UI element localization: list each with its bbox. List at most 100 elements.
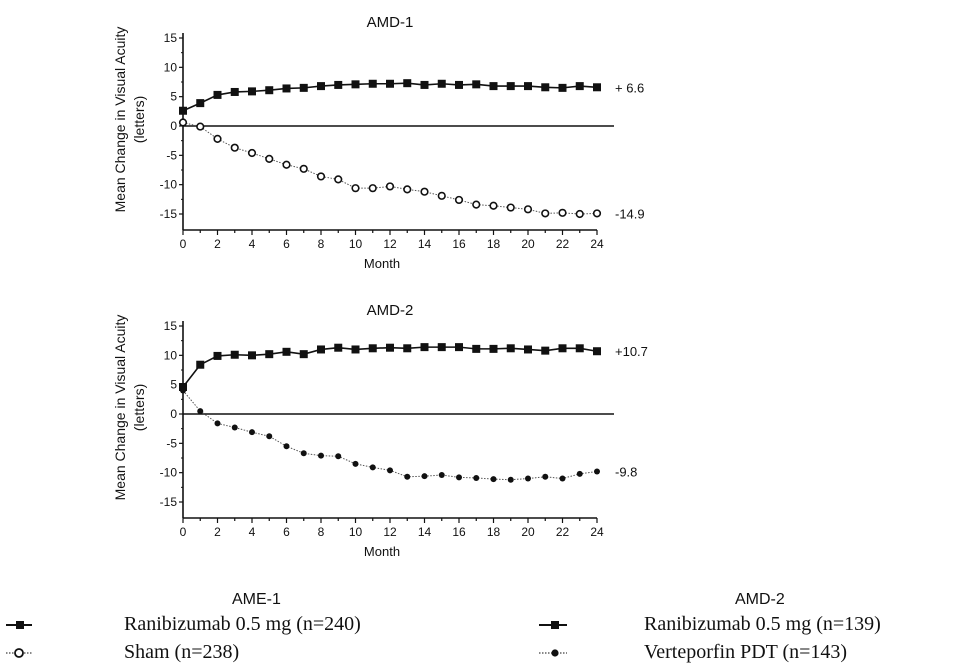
data-point-square (455, 80, 463, 89)
legend-label: Ranibizumab 0.5 mg (n=139) (644, 613, 881, 635)
legend-label: Ranibizumab 0.5 mg (n=240) (124, 613, 361, 635)
data-point-square (213, 90, 222, 99)
x-tick-label: 6 (283, 525, 290, 539)
data-point-filled-circle (300, 450, 307, 457)
legend-item-sham: Sham (n=238) (0, 640, 480, 666)
x-tick-label: 22 (556, 237, 570, 251)
series-line-2 (182, 390, 598, 481)
data-point-filled-circle (438, 472, 445, 479)
data-point-open-circle (420, 187, 429, 196)
data-point-open-circle (282, 160, 291, 169)
data-point-square (368, 79, 377, 88)
data-point-square (593, 83, 601, 92)
x-tick-label: 8 (318, 237, 325, 251)
x-tick-label: 12 (383, 237, 397, 251)
data-point-open-circle (196, 122, 205, 131)
data-point-square (575, 82, 584, 91)
x-tick-label: 14 (418, 237, 432, 251)
data-point-square (299, 83, 308, 92)
data-point-filled-circle (214, 420, 221, 427)
data-point-square (506, 344, 515, 353)
data-point-open-circle (592, 209, 602, 218)
y-axis-label-line2: (letters) (131, 384, 147, 431)
data-point-open-circle (230, 143, 239, 152)
x-tick-label: 20 (521, 237, 535, 251)
data-point-open-circle (299, 164, 308, 173)
data-point-filled-circle (490, 476, 497, 483)
chart-title: AMD-2 (367, 302, 414, 319)
data-point-square (386, 79, 394, 88)
y-tick-label: 10 (164, 60, 178, 74)
data-point-square (558, 83, 567, 92)
data-point-open-circle (247, 148, 257, 158)
data-point-square (334, 343, 343, 352)
data-point-open-circle (334, 175, 343, 184)
data-point-square (230, 87, 239, 96)
x-tick-label: 24 (590, 237, 604, 251)
data-point-open-circle (472, 200, 481, 209)
chart-title: AMD-1 (367, 14, 414, 31)
series-line-2 (182, 121, 598, 215)
data-point-open-circle (178, 118, 188, 127)
data-point-open-circle (454, 195, 464, 205)
data-point-square (437, 343, 446, 352)
x-tick-label: 4 (249, 237, 256, 251)
filled-square-marker-icon (539, 621, 567, 629)
data-point-square (179, 106, 187, 115)
data-point-square (317, 82, 325, 91)
x-axis-label: Month (364, 544, 400, 559)
data-point-square (403, 79, 412, 88)
data-point-open-circle (558, 208, 567, 217)
data-point-square (299, 350, 308, 359)
data-point-square (420, 80, 429, 89)
data-point-filled-circle (404, 473, 411, 480)
x-tick-label: 22 (556, 525, 570, 539)
x-tick-label: 0 (180, 237, 187, 251)
data-point-square (524, 345, 532, 354)
data-point-open-circle (541, 209, 550, 218)
data-point-filled-circle (283, 443, 290, 450)
data-point-filled-circle (525, 475, 531, 482)
x-tick-label: 14 (418, 525, 432, 539)
x-tick-label: 6 (283, 237, 290, 251)
data-point-square (230, 350, 239, 359)
y-tick-label: 0 (170, 407, 177, 421)
x-tick-label: 18 (487, 237, 501, 251)
data-point-open-circle (385, 182, 395, 191)
data-point-square (196, 99, 205, 108)
x-tick-label: 18 (487, 525, 501, 539)
data-point-square (541, 83, 550, 92)
data-point-open-circle (506, 203, 515, 212)
data-point-filled-circle (473, 474, 480, 481)
y-tick-label: 10 (164, 348, 178, 362)
legend-left-heading: AME-1 (232, 591, 281, 608)
data-point-square (455, 343, 463, 352)
data-point-open-circle (351, 184, 360, 193)
data-point-open-circle (523, 205, 533, 214)
data-point-square (506, 82, 515, 91)
y-axis-label: Mean Change in Visual Acuity (112, 315, 128, 501)
y-tick-label: -10 (160, 178, 178, 192)
data-point-square (196, 360, 205, 369)
x-tick-label: 20 (521, 525, 535, 539)
end-value-label: -14.9 (615, 206, 645, 221)
legend-item-ranibizumab-amd2: Ranibizumab 0.5 mg (n=139) (480, 612, 961, 638)
data-point-open-circle (316, 172, 326, 181)
legend-right-heading: AMD-2 (735, 591, 785, 608)
x-tick-label: 16 (452, 525, 466, 539)
data-point-square (524, 82, 532, 91)
y-tick-label: 5 (170, 90, 177, 104)
data-point-filled-circle (594, 468, 600, 475)
legend-item-ranibizumab-amd1: Ranibizumab 0.5 mg (n=240) (0, 612, 480, 638)
x-tick-label: 4 (249, 525, 256, 539)
y-tick-label: 15 (164, 31, 178, 45)
data-point-filled-circle (197, 408, 204, 415)
y-tick-label: 5 (170, 378, 177, 392)
filled-square-marker-icon (6, 621, 32, 629)
data-point-square (334, 80, 343, 89)
data-point-filled-circle (387, 467, 393, 474)
data-point-square (248, 87, 256, 96)
data-point-square (403, 344, 412, 353)
data-point-filled-circle (576, 470, 583, 477)
